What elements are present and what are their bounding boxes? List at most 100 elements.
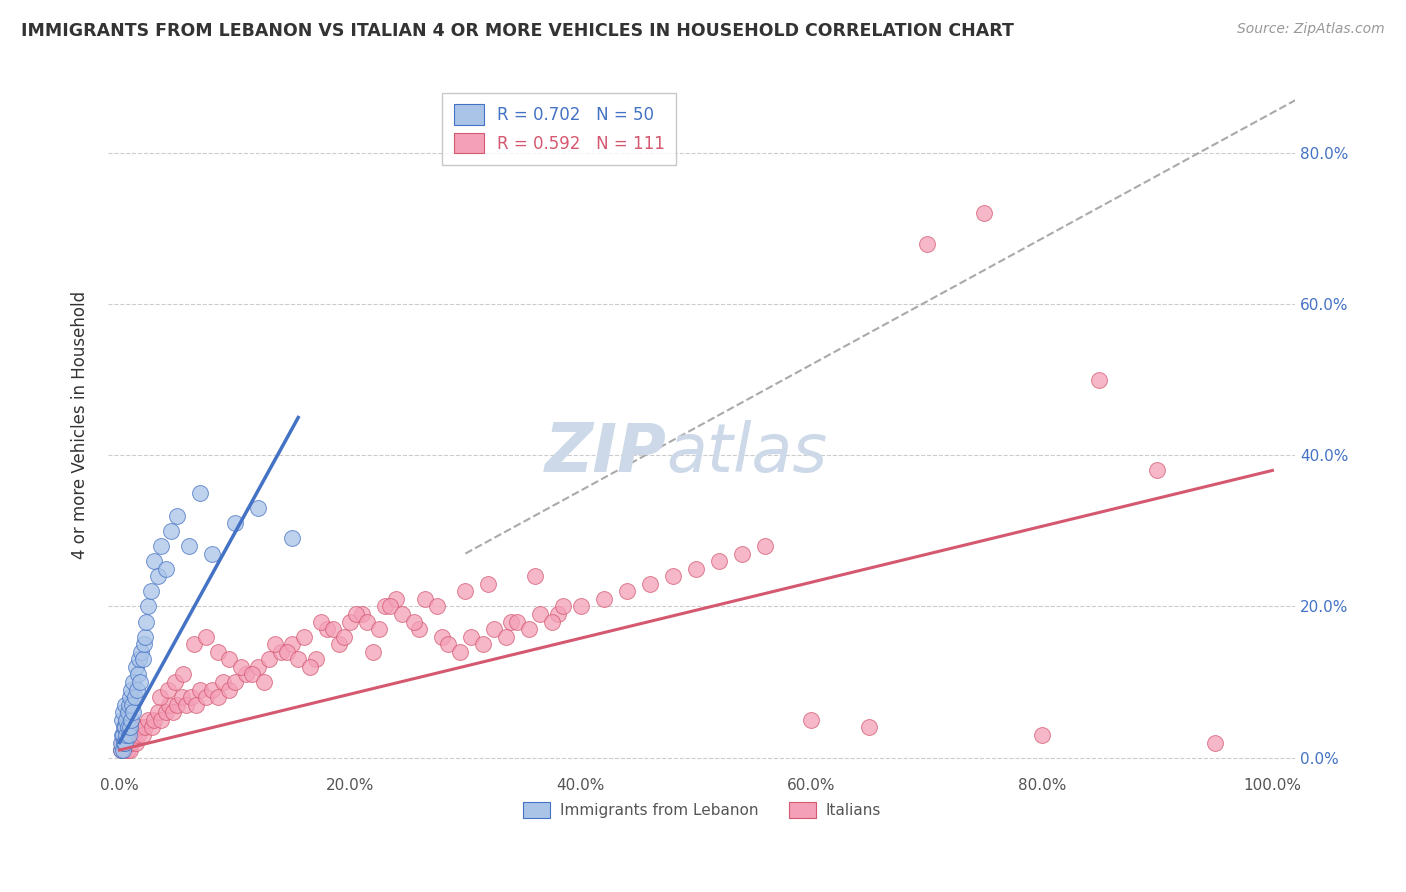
Point <box>122 675 145 690</box>
Point <box>361 645 384 659</box>
Point <box>374 599 396 614</box>
Point <box>134 720 156 734</box>
Point <box>408 622 430 636</box>
Point <box>212 675 235 690</box>
Point <box>235 667 257 681</box>
Point <box>298 660 321 674</box>
Point <box>118 743 141 757</box>
Point <box>506 615 529 629</box>
Point <box>195 690 218 705</box>
Point <box>201 682 224 697</box>
Point <box>368 622 391 636</box>
Point <box>111 743 134 757</box>
Point <box>685 562 707 576</box>
Point <box>127 728 149 742</box>
Point <box>166 698 188 712</box>
Point <box>437 637 460 651</box>
Point <box>592 591 614 606</box>
Point <box>207 645 229 659</box>
Point <box>114 698 136 712</box>
Point <box>120 735 142 749</box>
Point <box>858 720 880 734</box>
Point <box>569 599 592 614</box>
Point <box>111 743 134 757</box>
Point <box>495 630 517 644</box>
Point <box>259 652 281 666</box>
Point <box>662 569 685 583</box>
Point <box>460 630 482 644</box>
Point <box>157 698 180 712</box>
Point <box>125 682 148 697</box>
Point <box>124 735 146 749</box>
Point <box>180 690 202 705</box>
Point <box>122 728 145 742</box>
Point <box>218 682 240 697</box>
Point <box>224 516 246 531</box>
Point <box>316 622 339 636</box>
Point <box>356 615 378 629</box>
Point <box>146 706 169 720</box>
Point <box>246 660 269 674</box>
Point <box>110 743 132 757</box>
Point <box>111 735 134 749</box>
Point <box>292 630 315 644</box>
Point <box>121 698 143 712</box>
Point <box>128 652 150 666</box>
Point <box>124 690 146 705</box>
Point <box>112 735 135 749</box>
Point <box>143 713 166 727</box>
Point <box>1031 728 1053 742</box>
Point <box>240 667 263 681</box>
Text: IMMIGRANTS FROM LEBANON VS ITALIAN 4 OR MORE VEHICLES IN HOUSEHOLD CORRELATION C: IMMIGRANTS FROM LEBANON VS ITALIAN 4 OR … <box>21 22 1014 40</box>
Point <box>350 607 373 621</box>
Text: ZIP: ZIP <box>544 420 666 486</box>
Point <box>402 615 425 629</box>
Point <box>131 728 153 742</box>
Point <box>139 584 162 599</box>
Point <box>540 615 562 629</box>
Point <box>482 622 505 636</box>
Point <box>112 720 135 734</box>
Point <box>177 539 200 553</box>
Point <box>471 637 494 651</box>
Point <box>385 591 408 606</box>
Point <box>114 720 136 734</box>
Point <box>111 706 134 720</box>
Point <box>432 630 454 644</box>
Point <box>287 652 309 666</box>
Point <box>1204 735 1226 749</box>
Point <box>124 660 146 674</box>
Point <box>118 735 141 749</box>
Point <box>339 615 361 629</box>
Point <box>311 615 333 629</box>
Text: atlas: atlas <box>666 420 827 486</box>
Point <box>170 690 193 705</box>
Point <box>477 576 499 591</box>
Point <box>122 706 145 720</box>
Point <box>111 728 134 742</box>
Point <box>380 599 402 614</box>
Point <box>183 637 205 651</box>
Point <box>146 569 169 583</box>
Point <box>120 682 142 697</box>
Text: Source: ZipAtlas.com: Source: ZipAtlas.com <box>1237 22 1385 37</box>
Point <box>973 206 995 220</box>
Point <box>129 675 152 690</box>
Point <box>156 682 179 697</box>
Y-axis label: 4 or more Vehicles in Household: 4 or more Vehicles in Household <box>72 291 89 559</box>
Point <box>150 539 173 553</box>
Point <box>281 637 304 651</box>
Point <box>111 728 134 742</box>
Point <box>184 698 207 712</box>
Point <box>188 486 211 500</box>
Point <box>134 630 156 644</box>
Point <box>253 675 276 690</box>
Point <box>201 547 224 561</box>
Point <box>707 554 730 568</box>
Point <box>553 599 575 614</box>
Point <box>800 713 823 727</box>
Point <box>333 630 356 644</box>
Point <box>176 698 198 712</box>
Point <box>276 645 298 659</box>
Point <box>118 690 141 705</box>
